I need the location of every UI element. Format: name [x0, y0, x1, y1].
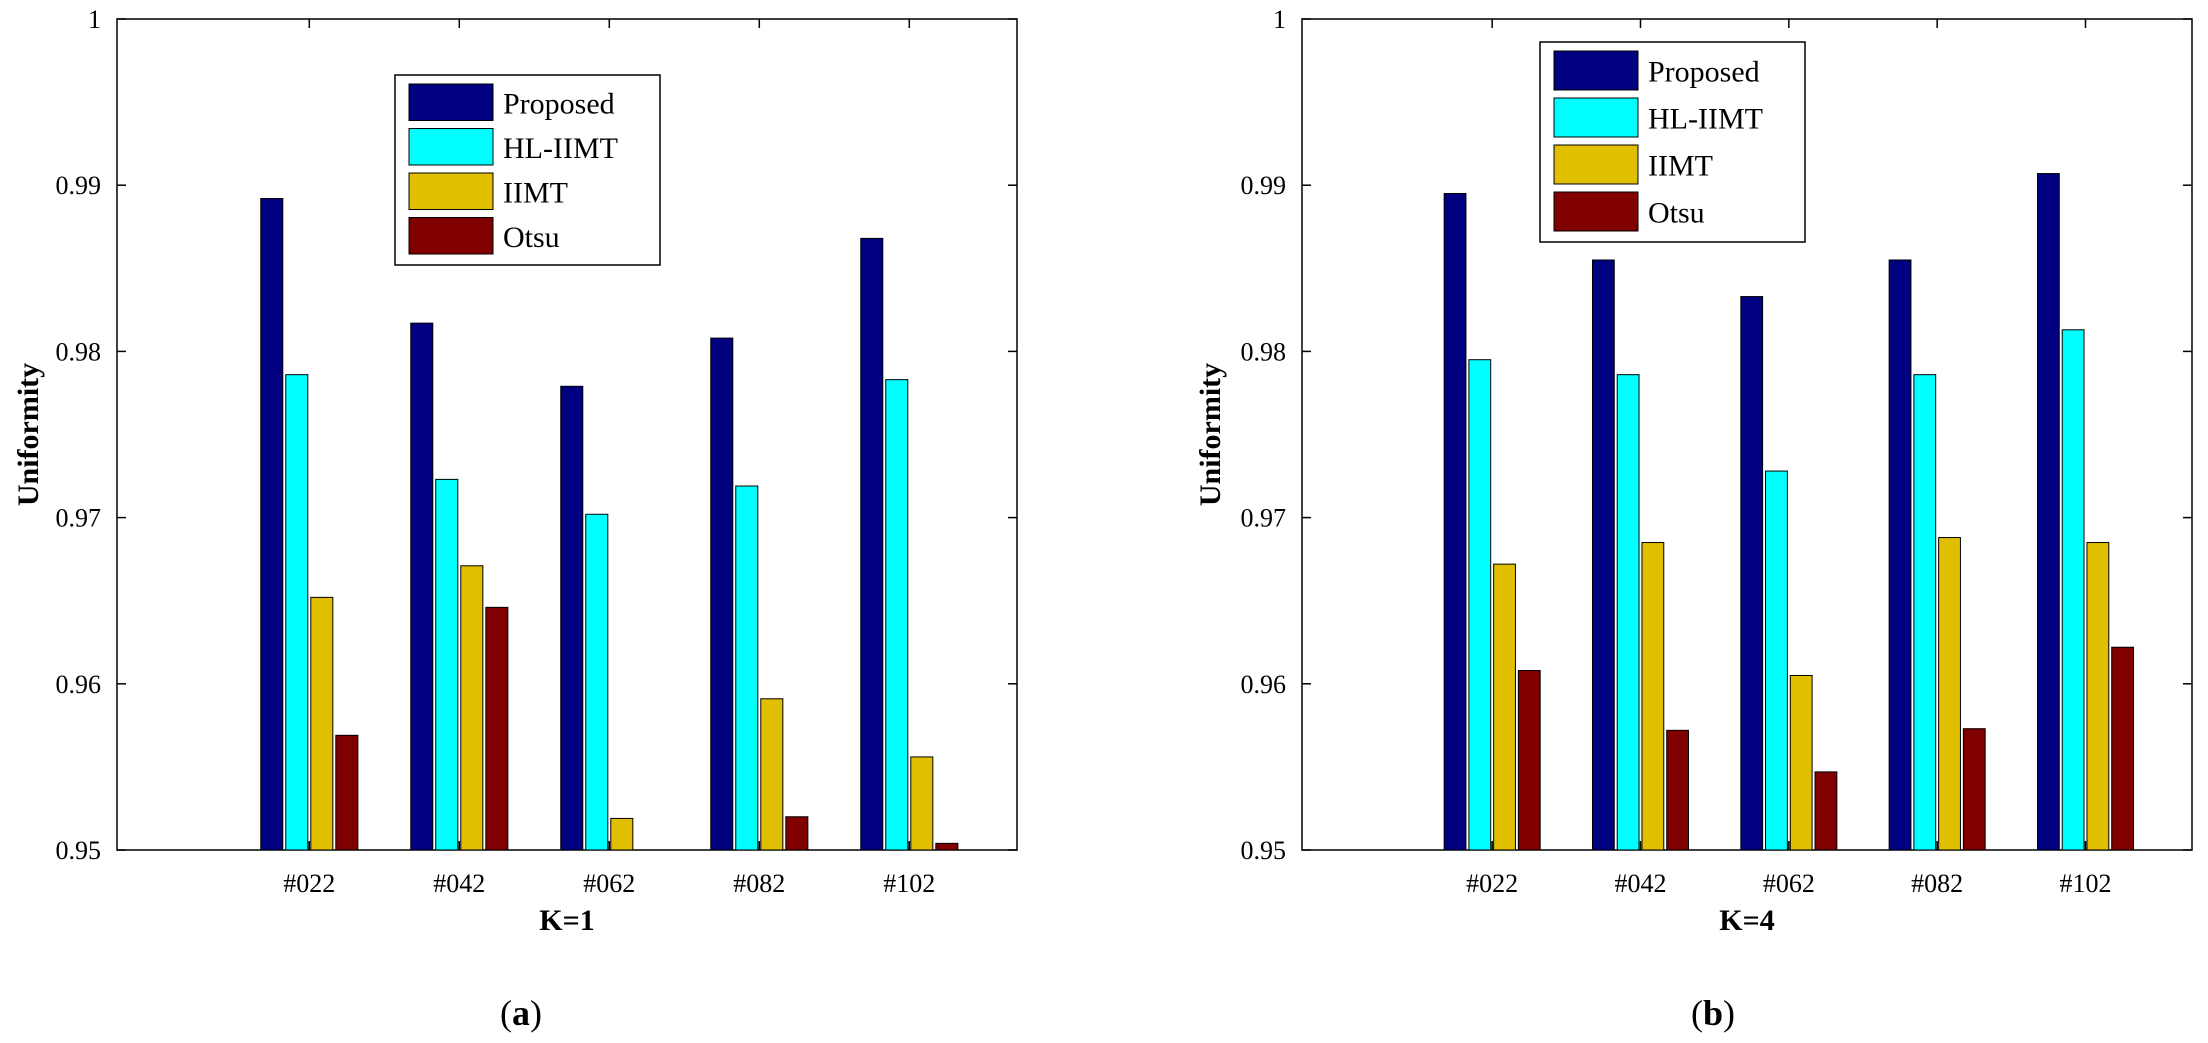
x-axis-title: K=1 [539, 904, 594, 937]
chart-panel-a: 0.95 0.96 0.97 0.98 0.99 1 #022 #042 #062 #082 #10… [12, 5, 1018, 1033]
y-tick-label: 0.98 [56, 337, 102, 366]
legend: Proposed HL-IIMT IIMT Otsu [394, 74, 661, 266]
legend-swatch-otsu [1553, 191, 1639, 232]
y-tick-label: 0.97 [56, 504, 102, 533]
panel-caption: (b) [1691, 993, 1735, 1033]
y-axis-title: Uniformity [1194, 363, 1227, 506]
bar-hl-iimt-062[interactable] [585, 513, 609, 851]
legend-label-iimt: IIMT [1648, 150, 1713, 183]
bar-iimt-082[interactable] [760, 698, 784, 851]
x-tick-label: #062 [583, 869, 635, 898]
bar-proposed-082[interactable] [1888, 259, 1912, 851]
bar-hl-iimt-062[interactable] [1765, 470, 1788, 851]
chart-panel-b: 0.95 0.96 0.97 0.98 0.99 1 #022 #042 #062 #082 #10… [1194, 5, 2193, 1033]
x-tick-label: #102 [2059, 869, 2111, 898]
x-tick-label: #062 [1763, 869, 1815, 898]
x-tick-label: #022 [1466, 869, 1518, 898]
bar-otsu-022[interactable] [335, 734, 359, 851]
bar-hl-iimt-022[interactable] [285, 374, 309, 851]
y-tick-label: 1 [1273, 5, 1286, 34]
bar-iimt-102[interactable] [2086, 542, 2110, 851]
legend-swatch-hl-iimt [408, 128, 494, 166]
legend-label-otsu: Otsu [1648, 197, 1705, 230]
y-tick-label: 0.95 [1241, 836, 1287, 865]
y-tick-label: 0.96 [56, 670, 102, 699]
bar-proposed-022[interactable] [260, 197, 284, 851]
bar-hl-iimt-102[interactable] [885, 379, 909, 851]
x-tick-label: #082 [733, 869, 785, 898]
x-tick-label: #042 [1614, 869, 1666, 898]
bar-hl-iimt-042[interactable] [1616, 374, 1640, 851]
bar-otsu-082[interactable] [1962, 728, 1986, 851]
y-tick-label: 1 [88, 5, 101, 34]
y-tick-label: 0.96 [1241, 670, 1287, 699]
bar-proposed-082[interactable] [710, 337, 734, 851]
bar-iimt-062[interactable] [1789, 674, 1813, 851]
bar-otsu-042[interactable] [485, 606, 509, 851]
bar-proposed-102[interactable] [2036, 173, 2060, 851]
panel-caption: (a) [500, 993, 542, 1033]
bar-iimt-082[interactable] [1938, 537, 1961, 851]
legend-swatch-otsu [408, 217, 494, 255]
bar-iimt-042[interactable] [460, 565, 484, 851]
legend-swatch-iimt [1553, 144, 1639, 185]
x-tick-label: #042 [433, 869, 485, 898]
legend-label-proposed: Proposed [1648, 56, 1760, 89]
bar-hl-iimt-102[interactable] [2061, 329, 2085, 851]
legend: Proposed HL-IIMT IIMT Otsu [1539, 41, 1806, 243]
bar-hl-iimt-022[interactable] [1468, 359, 1492, 851]
bar-hl-iimt-042[interactable] [435, 478, 459, 851]
legend-label-hl-iimt: HL-IIMT [1648, 103, 1763, 136]
x-tick-label: #022 [283, 869, 335, 898]
bar-otsu-062[interactable] [1814, 771, 1838, 851]
x-axis-title: K=4 [1719, 904, 1774, 937]
bar-proposed-062[interactable] [1740, 296, 1764, 851]
bar-iimt-062[interactable] [610, 817, 634, 851]
y-tick-label: 0.98 [1241, 337, 1287, 366]
bar-otsu-022[interactable] [1517, 670, 1541, 851]
bar-iimt-022[interactable] [1493, 563, 1516, 851]
legend-label-iimt: IIMT [503, 176, 568, 209]
bar-iimt-022[interactable] [310, 596, 334, 851]
legend-label-otsu: Otsu [503, 221, 560, 254]
x-tick-label: #082 [1911, 869, 1963, 898]
bar-proposed-042[interactable] [410, 322, 434, 851]
y-tick-label: 0.99 [1241, 171, 1287, 200]
legend-swatch-iimt [408, 172, 494, 210]
y-tick-label: 0.97 [1241, 504, 1287, 533]
legend-swatch-proposed [1553, 50, 1639, 91]
bar-hl-iimt-082[interactable] [735, 485, 759, 851]
bar-otsu-102[interactable] [935, 842, 959, 851]
bar-iimt-042[interactable] [1641, 542, 1665, 851]
bar-proposed-042[interactable] [1591, 259, 1615, 851]
bar-otsu-102[interactable] [2111, 646, 2135, 851]
legend-swatch-proposed [408, 83, 494, 121]
y-axis-title: Uniformity [12, 363, 45, 506]
bar-otsu-082[interactable] [785, 816, 809, 851]
y-tick-label: 0.95 [56, 836, 102, 865]
legend-label-proposed: Proposed [503, 87, 615, 120]
bar-iimt-102[interactable] [910, 756, 934, 851]
bar-proposed-062[interactable] [560, 385, 584, 851]
x-tick-label: #102 [883, 869, 935, 898]
bar-proposed-102[interactable] [860, 237, 884, 851]
bar-otsu-042[interactable] [1666, 729, 1690, 851]
bar-proposed-022[interactable] [1443, 193, 1467, 851]
y-tick-label: 0.99 [56, 171, 102, 200]
bar-hl-iimt-082[interactable] [1913, 374, 1937, 851]
legend-label-hl-iimt: HL-IIMT [503, 132, 618, 165]
legend-swatch-hl-iimt [1553, 97, 1639, 138]
